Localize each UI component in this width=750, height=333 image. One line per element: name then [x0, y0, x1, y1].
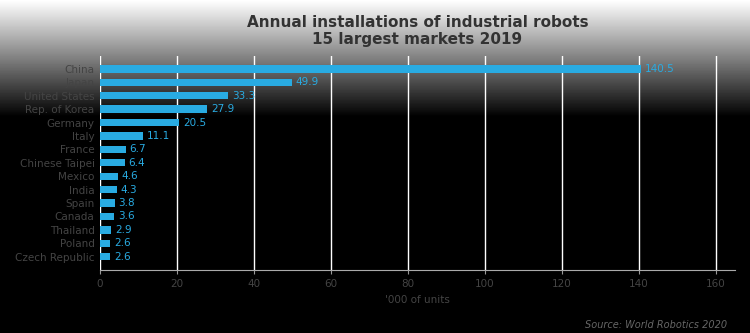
Bar [100, 253, 110, 260]
Bar [100, 92, 228, 100]
Text: 140.5: 140.5 [644, 64, 674, 74]
Text: 2.6: 2.6 [114, 252, 130, 262]
Text: 2.6: 2.6 [114, 238, 130, 248]
Text: 33.3: 33.3 [232, 91, 255, 101]
Bar [100, 65, 640, 73]
Bar [100, 106, 208, 113]
Text: 27.9: 27.9 [211, 104, 235, 114]
Bar [100, 226, 111, 233]
Bar [100, 146, 126, 153]
Bar [100, 79, 292, 86]
Bar [100, 239, 110, 247]
X-axis label: '000 of units: '000 of units [385, 295, 450, 305]
Text: 49.9: 49.9 [296, 77, 320, 87]
Bar [100, 159, 124, 166]
Bar [100, 213, 114, 220]
Text: 3.8: 3.8 [118, 198, 135, 208]
Bar [100, 119, 179, 126]
Text: 6.4: 6.4 [128, 158, 146, 168]
Text: Source: World Robotics 2020: Source: World Robotics 2020 [585, 320, 728, 330]
Bar [100, 186, 116, 193]
Title: Annual installations of industrial robots
15 largest markets 2019: Annual installations of industrial robot… [247, 15, 588, 47]
Text: 4.3: 4.3 [121, 184, 137, 194]
Text: 20.5: 20.5 [183, 118, 206, 128]
Text: 6.7: 6.7 [130, 145, 146, 155]
Bar [100, 172, 118, 180]
Text: 4.6: 4.6 [122, 171, 138, 181]
Bar [100, 199, 115, 207]
Text: 11.1: 11.1 [146, 131, 170, 141]
Text: 2.9: 2.9 [115, 225, 132, 235]
Text: 3.6: 3.6 [118, 211, 134, 221]
Bar [100, 132, 142, 140]
